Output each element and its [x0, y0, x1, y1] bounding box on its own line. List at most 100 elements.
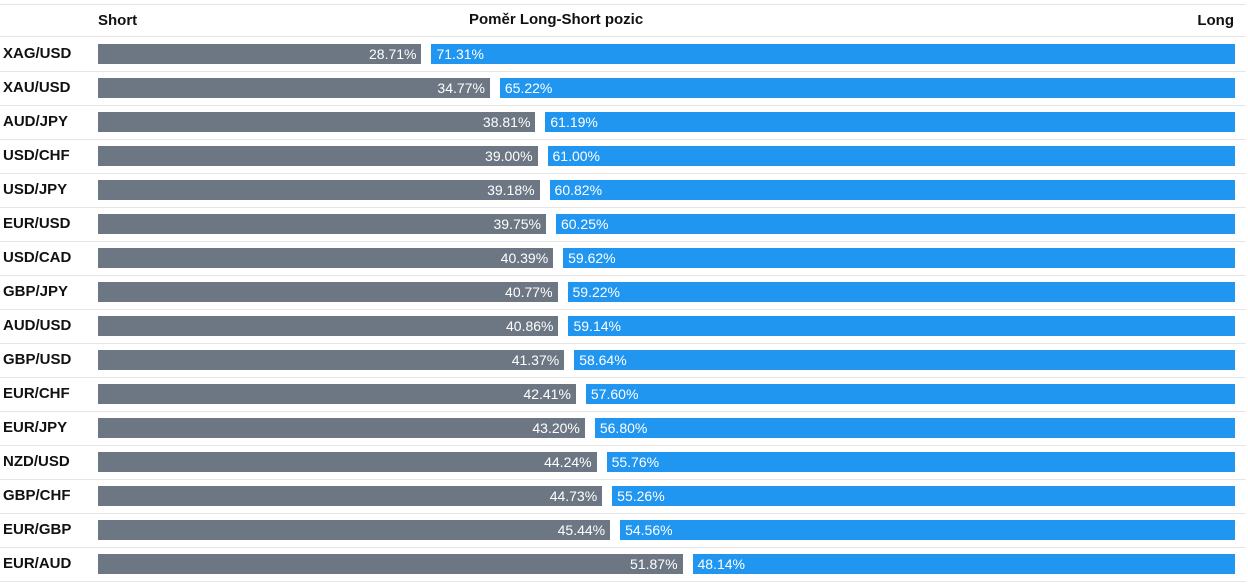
long-bar — [547, 146, 1235, 166]
long-value-label: 71.31% — [436, 46, 484, 62]
bar-row: NZD/USD 44.24% 55.76% — [0, 446, 1246, 480]
short-bar — [98, 214, 546, 234]
long-bar — [585, 384, 1235, 404]
short-bar — [98, 316, 559, 336]
bar-row: EUR/USD 39.75% 60.25% — [0, 208, 1246, 242]
short-value-label: 39.00% — [485, 148, 533, 164]
long-bar — [499, 78, 1235, 98]
category-label: XAU/USD — [3, 79, 71, 96]
short-value-label: 44.24% — [544, 454, 592, 470]
category-label: USD/CAD — [3, 249, 72, 266]
bar-row: EUR/AUD 51.87% 48.14% — [0, 548, 1246, 582]
bar-row: XAG/USD 28.71% 71.31% — [0, 38, 1246, 72]
short-value-label: 43.20% — [532, 420, 580, 436]
bar-row: XAU/USD 34.77% 65.22% — [0, 72, 1246, 106]
long-value-label: 56.80% — [599, 420, 648, 436]
short-bar — [98, 350, 565, 370]
long-value-label: 55.76% — [611, 454, 660, 470]
category-label: GBP/CHF — [3, 487, 71, 504]
chart-title: Poměr Long-Short pozic — [469, 11, 644, 28]
category-label: EUR/USD — [3, 215, 71, 232]
category-label: EUR/CHF — [3, 385, 70, 402]
short-bar — [98, 146, 538, 166]
category-label: USD/JPY — [3, 181, 68, 198]
category-label: EUR/AUD — [3, 555, 72, 572]
long-value-label: 60.25% — [560, 216, 609, 232]
long-value-label: 65.22% — [504, 80, 553, 96]
short-value-label: 39.18% — [487, 182, 535, 198]
short-bar — [98, 44, 422, 64]
long-value-label: 54.56% — [625, 522, 673, 538]
bar-row: GBP/USD 41.37% 58.64% — [0, 344, 1246, 378]
category-label: GBP/JPY — [3, 283, 69, 300]
short-bar — [98, 282, 558, 302]
short-bar — [98, 180, 540, 200]
long-value-label: 59.62% — [568, 250, 616, 266]
bar-row: USD/CHF 39.00% 61.00% — [0, 140, 1246, 174]
bar-row: EUR/JPY 43.20% 56.80% — [0, 412, 1246, 446]
long-column-label: Long — [1197, 12, 1234, 29]
long-bar — [612, 486, 1235, 506]
bar-row: USD/CAD 40.39% 59.62% — [0, 242, 1246, 276]
short-value-label: 40.39% — [500, 250, 549, 266]
long-bar — [563, 248, 1235, 268]
long-bar — [606, 452, 1235, 472]
long-bar — [692, 554, 1235, 574]
bar-row: GBP/JPY 40.77% 59.22% — [0, 276, 1246, 310]
long-bar — [567, 282, 1235, 302]
short-value-label: 40.77% — [505, 284, 553, 300]
long-bar — [545, 112, 1235, 132]
long-bar — [555, 214, 1235, 234]
category-label: EUR/JPY — [3, 419, 68, 436]
bar-row: AUD/JPY 38.81% 61.19% — [0, 106, 1246, 140]
long-bar — [594, 418, 1235, 438]
short-bar — [98, 452, 597, 472]
long-value-label: 57.60% — [590, 386, 639, 402]
long-bar — [568, 316, 1235, 336]
category-label: EUR/GBP — [3, 521, 72, 538]
category-label: AUD/JPY — [3, 113, 69, 130]
long-value-label: 59.14% — [573, 318, 621, 334]
short-value-label: 51.87% — [630, 556, 678, 572]
short-bar — [98, 112, 536, 132]
short-bar — [98, 78, 490, 98]
short-column-label: Short — [98, 12, 138, 29]
chart-header: Short Poměr Long-Short pozic Long — [0, 4, 1246, 37]
short-value-label: 28.71% — [369, 46, 417, 62]
short-value-label: 42.41% — [523, 386, 571, 402]
category-label: USD/CHF — [3, 147, 70, 164]
long-value-label: 59.22% — [572, 284, 620, 300]
long-value-label: 61.19% — [550, 114, 598, 130]
long-value-label: 61.00% — [552, 148, 600, 164]
bar-row: USD/JPY 39.18% 60.82% — [0, 174, 1246, 208]
short-value-label: 40.86% — [506, 318, 554, 334]
category-label: NZD/USD — [3, 453, 70, 470]
long-bar — [620, 520, 1235, 540]
category-label: XAG/USD — [3, 45, 72, 62]
short-bar — [98, 248, 554, 268]
long-value-label: 55.26% — [617, 488, 665, 504]
short-bar — [98, 418, 585, 438]
bar-row: EUR/GBP 45.44% 54.56% — [0, 514, 1246, 548]
long-bar — [549, 180, 1235, 200]
long-value-label: 58.64% — [579, 352, 627, 368]
short-value-label: 34.77% — [437, 80, 485, 96]
short-value-label: 44.73% — [549, 488, 598, 504]
category-label: GBP/USD — [3, 351, 72, 368]
long-value-label: 60.82% — [554, 182, 603, 198]
bar-row: EUR/CHF 42.41% 57.60% — [0, 378, 1246, 412]
short-value-label: 41.37% — [511, 352, 560, 368]
long-bar — [431, 44, 1235, 64]
long-bar — [574, 350, 1235, 370]
category-label: AUD/USD — [3, 317, 72, 334]
short-value-label: 45.44% — [557, 522, 606, 538]
short-bar — [98, 486, 603, 506]
long-value-label: 48.14% — [697, 556, 745, 572]
bar-row: GBP/CHF 44.73% 55.26% — [0, 480, 1246, 514]
short-bar — [98, 384, 576, 404]
short-value-label: 38.81% — [482, 114, 531, 130]
short-bar — [98, 520, 611, 540]
short-value-label: 39.75% — [493, 216, 541, 232]
short-bar — [98, 554, 683, 574]
